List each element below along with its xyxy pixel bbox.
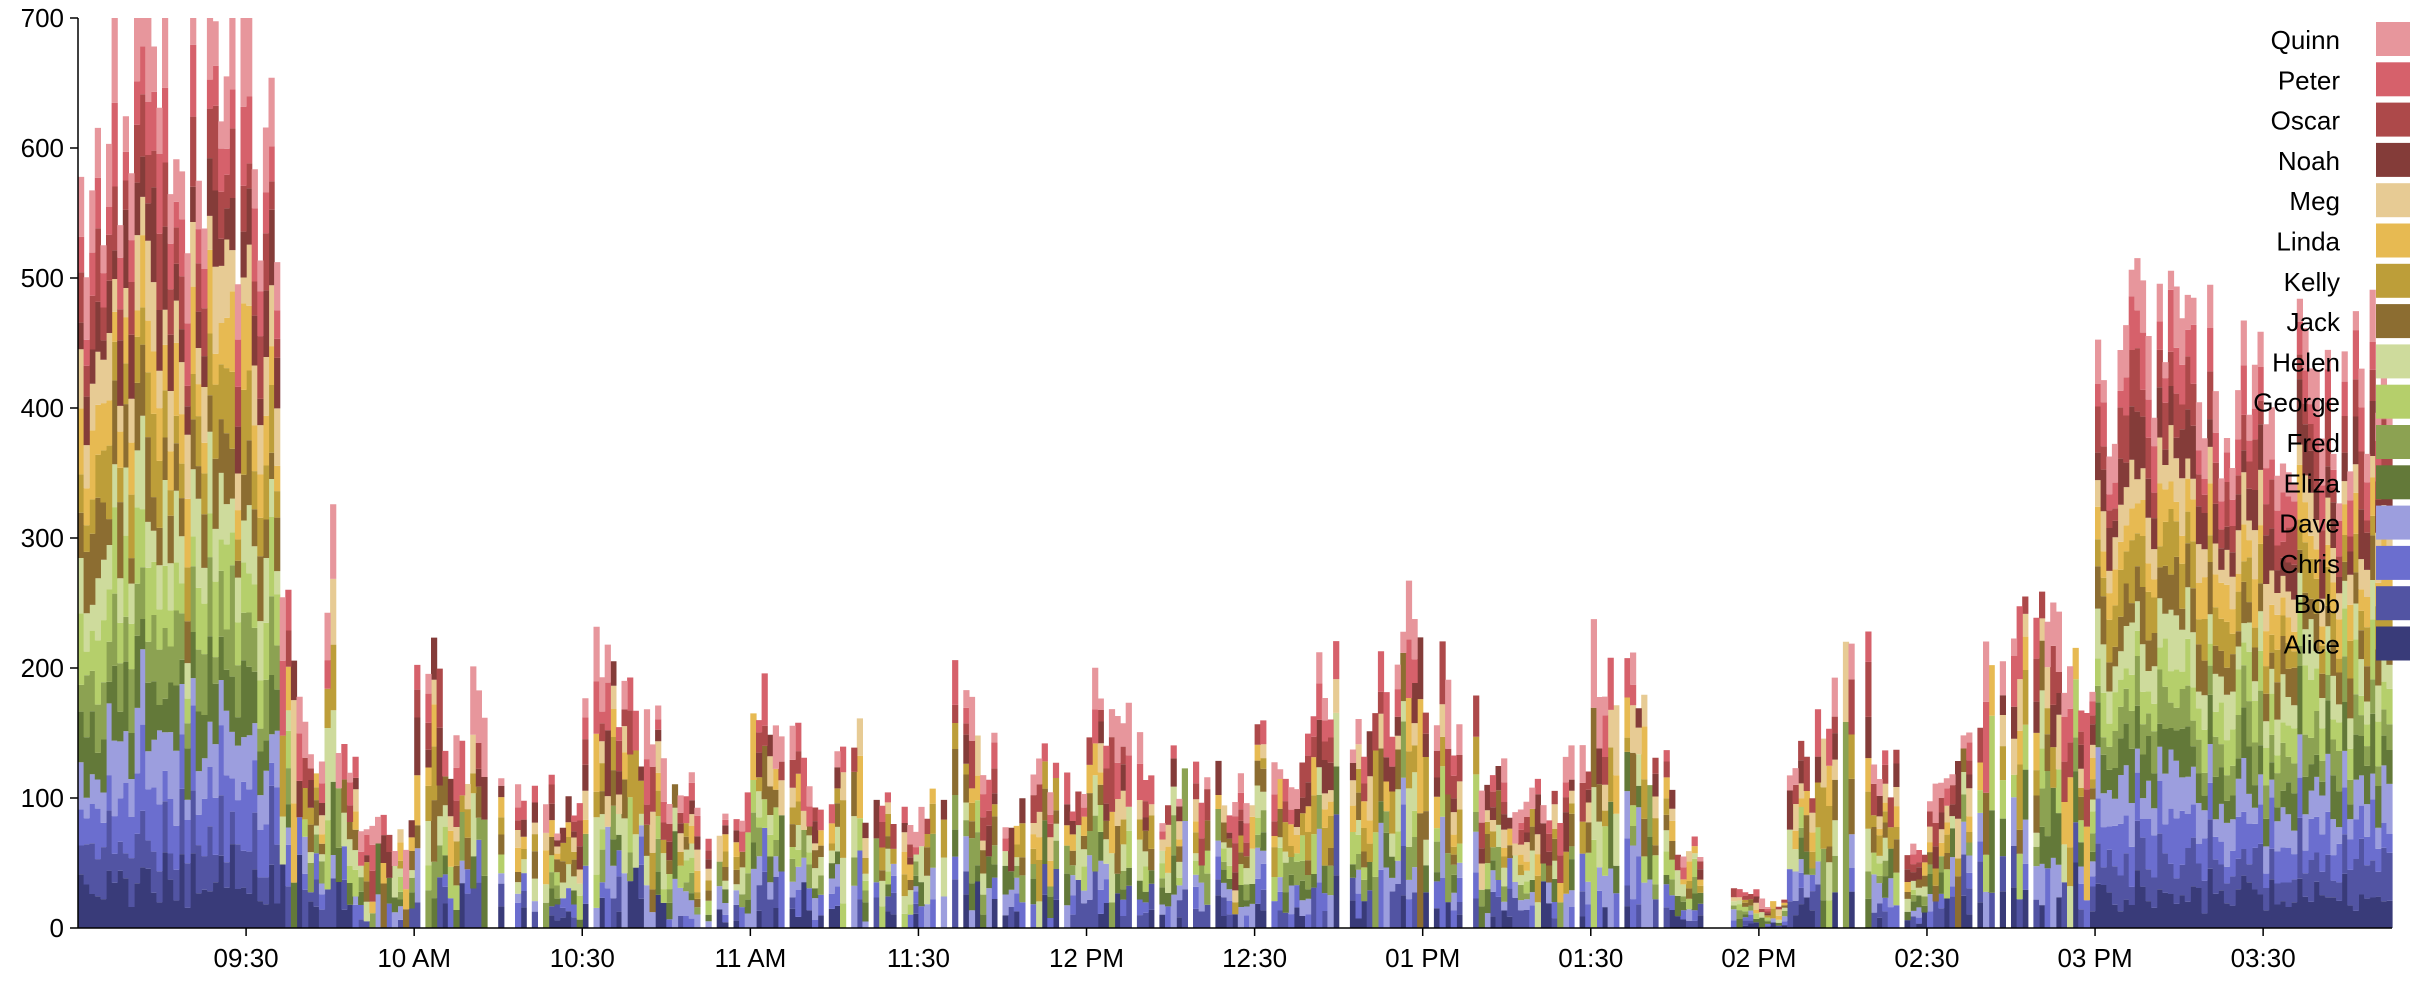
series-layer-george [78, 507, 2393, 928]
y-tick-label: 700 [21, 3, 64, 33]
legend-label-jack: Jack [2287, 307, 2341, 337]
legend-swatch-alice [2376, 626, 2410, 661]
legend-label-george: George [2253, 388, 2340, 418]
legend-label-noah: Noah [2278, 146, 2340, 176]
legend-swatch-bob [2376, 586, 2410, 621]
legend-label-meg: Meg [2289, 186, 2340, 216]
x-tick-label: 10:30 [550, 943, 615, 973]
legend-swatch-noah [2376, 142, 2410, 177]
x-tick-label: 11 AM [714, 943, 786, 973]
legend: Quinn Peter Oscar Noah Meg Linda Kelly Jack Hele… [2253, 22, 2410, 661]
x-tick-label: 02 PM [1721, 943, 1796, 973]
legend-swatch-meg [2376, 183, 2410, 218]
x-tick-label: 01:30 [1558, 943, 1623, 973]
legend-label-linda: Linda [2276, 227, 2340, 257]
legend-label-fred: Fred [2287, 428, 2340, 458]
legend-swatch-kelly [2376, 263, 2410, 298]
x-tick-label: 09:30 [214, 943, 279, 973]
legend-label-quinn: Quinn [2271, 25, 2340, 55]
y-axis: 0 100 200 300 400 500 600 700 [21, 3, 79, 943]
legend-label-peter: Peter [2278, 65, 2340, 95]
legend-swatch-oscar [2376, 102, 2410, 137]
legend-label-kelly: Kelly [2284, 267, 2340, 297]
legend-label-helen: Helen [2272, 347, 2340, 377]
series-layer-fred [78, 557, 2393, 928]
legend-swatch-fred [2376, 425, 2410, 459]
y-tick-label: 500 [21, 263, 64, 293]
legend-swatch-peter [2376, 62, 2410, 97]
legend-label-alice: Alice [2284, 630, 2340, 660]
x-tick-label: 01 PM [1385, 943, 1460, 973]
y-tick-label: 400 [21, 393, 64, 423]
legend-swatch-quinn [2376, 22, 2410, 56]
legend-label-chris: Chris [2279, 549, 2340, 579]
y-tick-label: 600 [21, 133, 64, 163]
legend-swatch-eliza [2376, 465, 2410, 500]
legend-swatch-linda [2376, 223, 2410, 258]
legend-label-oscar: Oscar [2271, 106, 2341, 136]
y-tick-label: 200 [21, 653, 64, 683]
x-tick-label: 11:30 [887, 943, 950, 973]
series-layer-bob [78, 785, 2393, 928]
x-tick-label: 12:30 [1222, 943, 1287, 973]
x-tick-label: 03:30 [2231, 943, 2296, 973]
y-tick-label: 0 [50, 913, 64, 943]
x-tick-label: 10 AM [377, 943, 451, 973]
y-tick-label: 300 [21, 523, 64, 553]
legend-swatch-chris [2376, 545, 2410, 580]
chart-layers [78, 18, 2393, 929]
legend-swatch-jack [2376, 304, 2410, 339]
legend-label-bob: Bob [2294, 589, 2340, 619]
y-tick-label: 100 [21, 783, 64, 813]
x-tick-label: 12 PM [1049, 943, 1124, 973]
legend-label-eliza: Eliza [2284, 468, 2341, 498]
legend-swatch-dave [2376, 505, 2410, 540]
legend-swatch-george [2376, 384, 2410, 419]
legend-label-dave: Dave [2279, 509, 2340, 539]
x-tick-label: 02:30 [1894, 943, 1959, 973]
series-layer-alice [78, 844, 2393, 928]
x-axis: 09:30 10 AM 10:30 11 AM 11:30 12 PM 12:30 01 PM… [78, 927, 2392, 973]
x-tick-label: 03 PM [2057, 943, 2132, 973]
legend-swatch-helen [2376, 344, 2410, 379]
